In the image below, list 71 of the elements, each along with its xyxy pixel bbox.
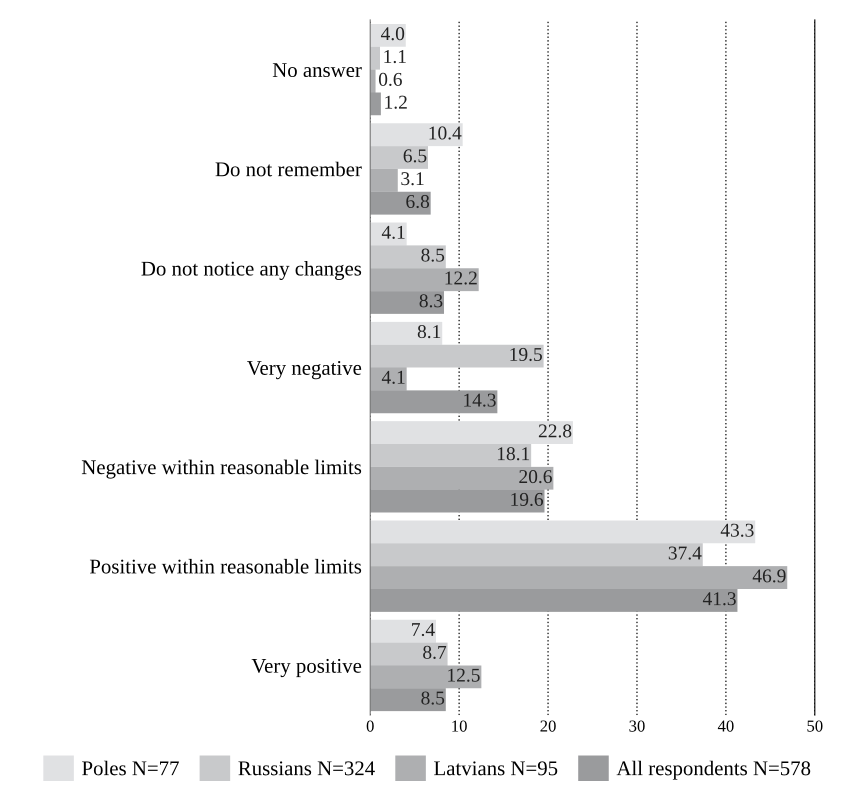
bar [370,222,407,246]
bar [370,390,498,414]
data-label: 18.1 [498,447,530,460]
bar [370,123,463,146]
y-tick-label: Do not notice any changes [141,261,362,280]
data-label: 4.1 [382,370,405,384]
bar [370,344,544,368]
data-label: 14.3 [464,394,496,407]
y-tick-label: No answer [272,63,362,78]
data-label: 1.2 [385,96,407,109]
x-tick-label: 30 [629,720,645,732]
bar [370,322,442,345]
data-label: 20.6 [519,470,552,484]
legend-label: All respondents N=578 [616,760,810,780]
x-tick-label: 10 [452,720,467,732]
data-label: 4.1 [382,226,405,239]
data-label: 6.5 [404,149,426,162]
data-label: 19.5 [510,348,542,362]
data-label: 8.3 [420,294,442,308]
data-label: 7.4 [412,623,435,636]
data-label: 46.9 [752,569,786,583]
legend-label: Poles N=77 [82,760,179,776]
y-tick-label: Do not remember [216,162,362,176]
bar [370,642,448,666]
data-label: 4.0 [380,27,404,40]
bar [370,490,544,513]
data-label: 8.5 [421,691,444,705]
data-label: 8.1 [418,325,440,338]
legend-label: Russians N=324 [238,761,375,776]
legend-label: Latvians N=95 [434,761,558,776]
x-tick-label: 40 [718,720,734,732]
bar [370,192,431,215]
bar [370,520,756,544]
data-label: 43.3 [720,524,754,537]
x-tick-label: 20 [540,720,556,732]
data-label: 22.8 [538,424,572,438]
bar [370,421,573,444]
bar [370,588,738,612]
bar [370,368,407,390]
bar [370,444,532,467]
data-label: 41.3 [702,592,736,606]
bar [370,92,381,116]
bar [370,620,436,643]
bar [370,566,788,589]
data-label: 6.8 [406,194,430,208]
data-label: 10.4 [429,126,462,140]
bar [370,688,446,712]
data-label: 12.2 [445,271,477,285]
bar [370,46,380,70]
bar [370,543,703,566]
data-label: 12.5 [448,668,480,682]
y-tick-label: Very positive [252,658,362,678]
y-tick-label: Positive within reasonable limits [90,558,362,574]
bar [370,146,428,169]
bar [370,466,554,490]
bar [370,665,482,688]
x-tick-label: 0 [366,720,374,732]
y-tick-label: Very negative [247,360,362,380]
data-label: 19.6 [511,492,544,506]
bar [370,245,446,268]
data-label: 3.1 [401,172,424,186]
data-label: 8.7 [423,646,446,659]
y-tick-label: Negative within reasonable limits [82,460,362,479]
data-label: 37.4 [668,546,702,560]
bar [370,268,479,292]
data-label: 8.5 [421,248,444,262]
data-label: 1.1 [384,50,406,64]
data-label: 0.6 [378,72,402,86]
bar [370,291,444,314]
x-tick-label: 50 [807,720,823,732]
bar [370,168,398,192]
